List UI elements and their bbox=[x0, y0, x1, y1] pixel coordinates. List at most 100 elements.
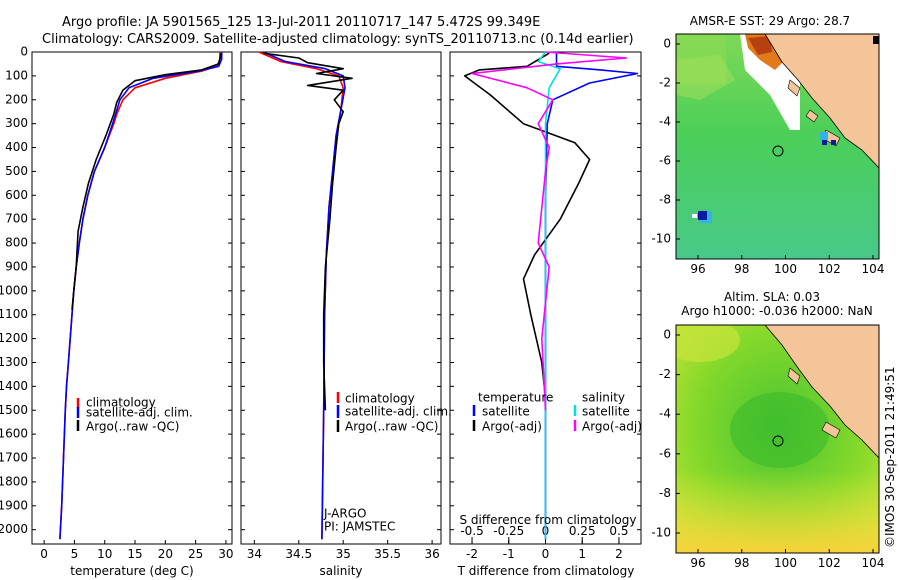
y-tick-label: 800 bbox=[5, 236, 28, 250]
y-tick-label: 500 bbox=[5, 164, 28, 178]
y-tick-label: 1500 bbox=[0, 403, 28, 417]
y-tick-label: 1800 bbox=[0, 474, 28, 488]
salinity-panel: 34 34.5 35 35.5 36 bbox=[241, 51, 441, 561]
salinity-legend: climatology satellite-adj. clim. Argo(..… bbox=[323, 392, 452, 534]
sla-high-patch bbox=[676, 325, 740, 362]
sla-high-band bbox=[676, 470, 879, 553]
x-tick-label: 0 bbox=[542, 547, 550, 561]
series-line-climatology bbox=[258, 51, 345, 540]
series-line-salinity-argo-adj bbox=[471, 51, 628, 411]
y-tick-label: 100 bbox=[5, 68, 28, 82]
header-line-1: Argo profile: JA 5901565_125 13-Jul-2011… bbox=[62, 15, 540, 30]
s-diff-tick-label: 0.25 bbox=[569, 524, 596, 538]
y-tick-label: 1200 bbox=[0, 331, 28, 345]
x-tick-label: 35.5 bbox=[374, 547, 401, 561]
x-tick-label: 5 bbox=[71, 547, 79, 561]
legend-label-argo: Argo(..raw -QC) bbox=[345, 420, 438, 434]
x-axis-label-temperature: temperature (deg C) bbox=[70, 564, 193, 578]
x-tick-label: 10 bbox=[97, 547, 112, 561]
sst-island bbox=[787, 79, 801, 97]
sla-land-sumatra bbox=[764, 325, 879, 459]
legend-label-climatology: climatology bbox=[345, 392, 415, 406]
series-line-temperature-satellite bbox=[544, 52, 639, 540]
x-tick-label: -2 bbox=[466, 547, 478, 561]
y-tick-label: 1600 bbox=[0, 427, 28, 441]
sst-pixel-dark-2 bbox=[831, 140, 836, 145]
annotation-j-argo: J-ARGO bbox=[323, 507, 366, 521]
x-tick-label: 30 bbox=[218, 547, 233, 561]
y-tick-label: 1000 bbox=[0, 283, 28, 297]
legend-label-satellite: satellite-adj. clim. bbox=[345, 405, 452, 419]
x-axis-label-s-difference: S difference from climatology bbox=[460, 513, 637, 527]
series-line-argo-raw-qc bbox=[263, 52, 353, 411]
sst-land-sumatra bbox=[764, 34, 879, 169]
map-x-tick-label: 96 bbox=[690, 556, 705, 570]
series-line-climatology bbox=[59, 52, 221, 540]
series-line-salinity-satellite bbox=[537, 51, 562, 540]
sla-argo-position-marker bbox=[772, 435, 784, 447]
legend-label-s-argo: Argo(-adj) bbox=[582, 420, 642, 434]
map-y-tick-label: -4 bbox=[659, 115, 671, 129]
y-tick-label: 0 bbox=[20, 45, 28, 59]
sst-map-title: AMSR-E SST: 29 Argo: 28.7 bbox=[690, 14, 850, 28]
y-tick-label: 2000 bbox=[0, 522, 28, 536]
temperature-panel: 0100200300400500600700800900100011001200… bbox=[0, 45, 234, 562]
y-tick-label: 1900 bbox=[0, 498, 28, 512]
sst-pixel-dark bbox=[822, 140, 827, 145]
legend-label-t-satellite: satellite bbox=[482, 405, 530, 419]
x-tick-label: 35 bbox=[336, 547, 351, 561]
sst-island-2 bbox=[805, 109, 819, 123]
sst-pixel-cool bbox=[820, 132, 828, 140]
x-axis-label-salinity: salinity bbox=[319, 564, 362, 578]
y-tick-label: 1700 bbox=[0, 451, 28, 465]
series-line-argo-raw-qc bbox=[71, 53, 222, 310]
y-tick-label: 1300 bbox=[0, 355, 28, 369]
annotation-pi: PI: JAMSTEC bbox=[324, 520, 395, 534]
sst-warm-patch-2 bbox=[676, 55, 735, 100]
map-y-tick-label: -6 bbox=[659, 446, 671, 460]
s-diff-tick-label: -0.25 bbox=[493, 524, 524, 538]
map-x-tick-label: 100 bbox=[774, 556, 797, 570]
x-tick-label: 20 bbox=[158, 547, 173, 561]
legend-heading-salinity: salinity bbox=[582, 391, 625, 405]
map-y-tick-label: -6 bbox=[659, 154, 671, 168]
header-line-2: Climatology: CARS2009. Satellite-adjuste… bbox=[42, 32, 634, 47]
x-axis-label-t-difference: T difference from climatology bbox=[457, 564, 635, 578]
legend-label-satellite: satellite-adj. clim. bbox=[86, 406, 193, 420]
x-tick-label: 2 bbox=[615, 547, 623, 561]
x-tick-label: -1 bbox=[503, 547, 515, 561]
legend-heading-temperature: temperature bbox=[478, 391, 553, 405]
map-y-tick-label: -10 bbox=[651, 232, 671, 246]
map-y-tick-label: 0 bbox=[663, 37, 671, 51]
x-tick-label: 36 bbox=[424, 547, 439, 561]
series-line-temperature-argo-adj bbox=[463, 52, 591, 399]
sla-map-frame bbox=[675, 324, 880, 554]
y-tick-label: 400 bbox=[5, 140, 28, 154]
temperature-legend: climatology satellite-adj. clim. Argo(..… bbox=[76, 396, 193, 434]
sla-low-patch bbox=[730, 392, 830, 468]
legend-label-s-satellite: satellite bbox=[582, 405, 630, 419]
legend-label-argo: Argo(..raw -QC) bbox=[86, 420, 179, 434]
y-tick-label: 900 bbox=[5, 259, 28, 273]
sst-missing-data-2 bbox=[770, 58, 800, 130]
map-x-tick-label: 98 bbox=[734, 262, 749, 276]
map-x-tick-label: 102 bbox=[818, 262, 841, 276]
map-x-tick-label: 98 bbox=[734, 556, 749, 570]
map-x-tick-label: 100 bbox=[774, 262, 797, 276]
salinity-panel-frame bbox=[240, 51, 442, 545]
map-y-tick-label: -2 bbox=[659, 76, 671, 90]
x-tick-label: 0 bbox=[40, 547, 48, 561]
sla-map-title-1: Altim. SLA: 0.03 bbox=[724, 290, 820, 304]
sla-island-2 bbox=[821, 421, 841, 439]
sst-map-frame bbox=[675, 33, 880, 260]
sla-map: 0 -2 -4 -6 -8 -10 96 98 100 102 104 bbox=[651, 324, 884, 570]
x-tick-label: 1 bbox=[578, 547, 586, 561]
sla-map-title-2: Argo h1000: -0.036 h2000: NaN bbox=[681, 304, 873, 318]
y-tick-label: 600 bbox=[5, 188, 28, 202]
temperature-panel-frame bbox=[31, 51, 233, 545]
y-tick-label: 1100 bbox=[0, 307, 28, 321]
x-tick-label: 15 bbox=[127, 547, 142, 561]
x-tick-label: 34.5 bbox=[285, 547, 312, 561]
map-x-tick-label: 104 bbox=[862, 262, 885, 276]
